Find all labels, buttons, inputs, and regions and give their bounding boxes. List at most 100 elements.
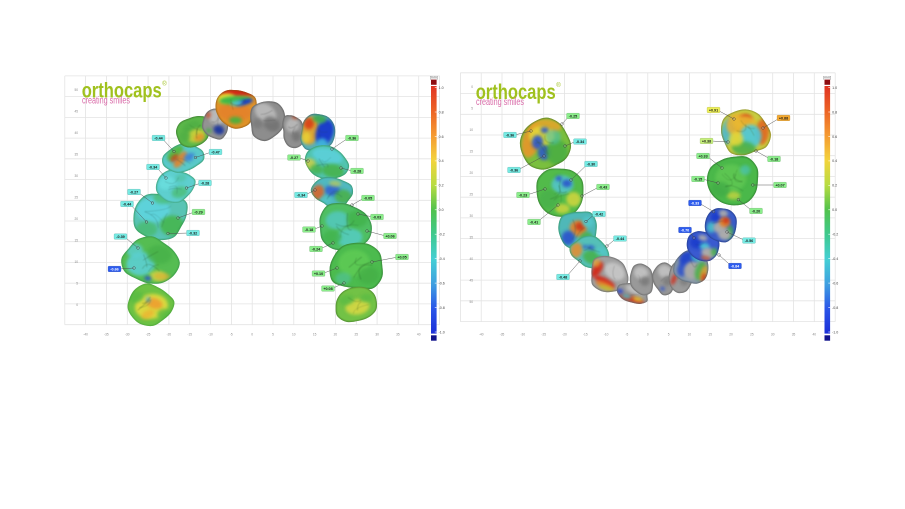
svg-text:25: 25: [74, 196, 78, 200]
svg-text:-0.4: -0.4: [832, 257, 838, 261]
svg-text:45: 45: [74, 110, 78, 114]
svg-text:-0.34: -0.34: [149, 165, 158, 169]
svg-text:-0.34: -0.34: [297, 193, 306, 197]
svg-text:-0.34: -0.34: [576, 140, 585, 144]
svg-text:orthocaps: orthocaps: [476, 80, 556, 104]
svg-text:-0.6: -0.6: [439, 281, 445, 285]
svg-text:5: 5: [76, 282, 78, 286]
svg-text:-0.2: -0.2: [832, 233, 838, 237]
svg-text:1.0: 1.0: [832, 86, 837, 90]
svg-text:10: 10: [292, 332, 296, 336]
svg-text:30: 30: [74, 174, 78, 178]
svg-text:5: 5: [471, 107, 473, 111]
svg-text:30: 30: [469, 214, 473, 218]
svg-text:-0.03: -0.03: [373, 215, 381, 219]
svg-text:-0.8: -0.8: [832, 306, 838, 310]
svg-text:1.0: 1.0: [439, 86, 444, 90]
svg-text:-0.41: -0.41: [530, 220, 538, 224]
svg-text:-25: -25: [146, 332, 151, 336]
svg-text:10: 10: [469, 128, 473, 132]
svg-text:15: 15: [313, 332, 317, 336]
svg-text:-1.0: -1.0: [439, 330, 445, 334]
svg-text:-35: -35: [104, 332, 109, 336]
svg-text:25: 25: [355, 332, 359, 336]
svg-text:-0.2: -0.2: [439, 233, 445, 237]
svg-text:0.8: 0.8: [832, 110, 837, 114]
svg-text:10: 10: [688, 332, 692, 336]
svg-text:-0.28: -0.28: [353, 169, 361, 173]
svg-text:-0.84: -0.84: [731, 264, 740, 268]
svg-text:0.8: 0.8: [439, 110, 444, 114]
svg-text:+0.10: +0.10: [314, 272, 323, 276]
svg-text:-30: -30: [520, 332, 525, 336]
svg-text:0: 0: [471, 85, 473, 89]
svg-text:-0.25: -0.25: [569, 114, 577, 118]
svg-text:-0.66: -0.66: [110, 267, 118, 271]
svg-text:-0.4: -0.4: [439, 257, 445, 261]
svg-text:-5: -5: [230, 332, 233, 336]
svg-text:-20: -20: [167, 332, 172, 336]
svg-text:-0.56: -0.56: [745, 239, 753, 243]
svg-text:35: 35: [396, 332, 400, 336]
svg-text:-0.39: -0.39: [116, 235, 124, 239]
svg-text:-35: -35: [500, 332, 505, 336]
svg-text:5: 5: [272, 332, 274, 336]
svg-text:-0.44: -0.44: [123, 202, 132, 206]
svg-text:[mm]: [mm]: [430, 76, 438, 80]
svg-text:+0.07: +0.07: [775, 183, 784, 187]
svg-text:+0.33: +0.33: [698, 154, 707, 158]
svg-text:-0.43: -0.43: [599, 185, 607, 189]
svg-text:0: 0: [76, 303, 78, 307]
svg-text:-0.42: -0.42: [595, 212, 603, 216]
svg-text:-0.33: -0.33: [691, 201, 699, 205]
svg-text:-0.29: -0.29: [194, 210, 202, 214]
svg-text:-25: -25: [541, 332, 546, 336]
svg-text:creating smiles: creating smiles: [82, 96, 130, 107]
svg-text:+0.08: +0.08: [323, 287, 332, 291]
svg-text:25: 25: [750, 332, 754, 336]
svg-text:-30: -30: [125, 332, 130, 336]
svg-text:0.2: 0.2: [439, 184, 444, 188]
svg-text:0: 0: [251, 332, 253, 336]
svg-text:45: 45: [469, 279, 473, 283]
svg-text:creating smiles: creating smiles: [476, 97, 524, 108]
svg-text:-0.15: -0.15: [694, 177, 702, 181]
svg-text:-0.44: -0.44: [154, 136, 163, 140]
svg-text:40: 40: [417, 332, 421, 336]
svg-text:0.0: 0.0: [439, 208, 444, 212]
svg-text:50: 50: [469, 300, 473, 304]
svg-text:-0.27: -0.27: [130, 190, 138, 194]
svg-text:0.0: 0.0: [832, 208, 837, 212]
svg-text:[mm]: [mm]: [823, 76, 831, 80]
svg-text:-0.36: -0.36: [506, 133, 514, 137]
svg-text:-0.48: -0.48: [559, 275, 567, 279]
svg-text:-0.8: -0.8: [439, 306, 445, 310]
svg-text:-10: -10: [604, 332, 609, 336]
svg-text:-5: -5: [625, 332, 628, 336]
svg-text:+0.91: +0.91: [709, 108, 718, 112]
svg-text:-40: -40: [83, 332, 88, 336]
svg-text:+0.06: +0.06: [385, 234, 394, 238]
svg-text:35: 35: [74, 153, 78, 157]
svg-text:30: 30: [375, 332, 379, 336]
svg-text:+0.38: +0.38: [702, 139, 711, 143]
svg-text:-0.27: -0.27: [290, 156, 298, 160]
svg-text:-0.05: -0.05: [364, 196, 372, 200]
svg-text:50: 50: [74, 88, 78, 92]
svg-text:®: ®: [556, 82, 561, 89]
svg-text:-0.18: -0.18: [770, 157, 778, 161]
svg-text:35: 35: [792, 332, 796, 336]
svg-text:35: 35: [469, 236, 473, 240]
svg-text:-0.24: -0.24: [312, 247, 321, 251]
svg-text:-0.20: -0.20: [752, 209, 760, 213]
svg-text:-0.30: -0.30: [587, 162, 595, 166]
svg-text:40: 40: [74, 131, 78, 135]
svg-text:-0.18: -0.18: [305, 228, 313, 232]
svg-text:20: 20: [334, 332, 338, 336]
svg-text:0.4: 0.4: [832, 159, 837, 163]
svg-text:10: 10: [74, 260, 78, 264]
svg-text:20: 20: [74, 217, 78, 221]
svg-text:-0.23: -0.23: [519, 193, 527, 197]
svg-text:15: 15: [708, 332, 712, 336]
svg-text:-0.36: -0.36: [510, 168, 518, 172]
